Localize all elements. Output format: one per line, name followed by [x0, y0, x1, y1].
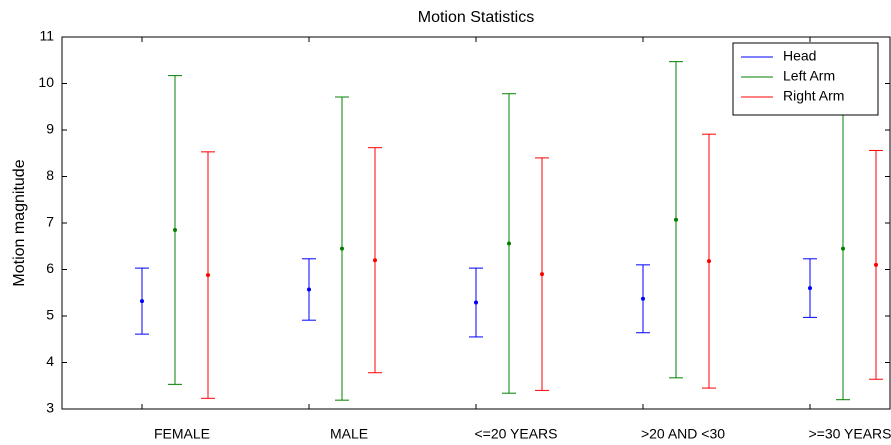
mean-point	[140, 299, 144, 304]
mean-point	[340, 246, 344, 251]
mean-point	[707, 259, 711, 264]
y-tick-label: 4	[46, 353, 54, 369]
x-tick-label: FEMALE	[154, 426, 210, 442]
y-tick-label: 9	[46, 121, 54, 137]
mean-point	[674, 217, 678, 222]
mean-point	[641, 296, 645, 301]
x-tick-label: MALE	[330, 426, 368, 442]
mean-point	[373, 258, 377, 263]
x-tick-label: <=20 YEARS	[474, 426, 557, 442]
legend-label: Left Arm	[783, 68, 835, 84]
mean-point	[540, 272, 544, 277]
mean-point	[173, 227, 177, 232]
x-tick-label: >=30 YEARS	[808, 426, 891, 442]
mean-point	[307, 287, 311, 292]
legend-label: Head	[783, 48, 816, 64]
y-tick-label: 6	[46, 260, 54, 276]
y-tick-label: 8	[46, 167, 54, 183]
mean-point	[474, 300, 478, 305]
legend-box	[732, 42, 879, 116]
mean-point	[507, 241, 511, 246]
y-axis-label: Motion magnitude	[11, 159, 28, 286]
mean-point	[808, 286, 812, 291]
y-tick-label: 3	[46, 400, 54, 416]
mean-point	[874, 262, 878, 267]
x-tick-label: >20 AND <30	[641, 426, 725, 442]
y-tick-label: 10	[38, 74, 54, 90]
y-tick-label: 7	[46, 214, 54, 230]
y-tick-label: 11	[39, 28, 54, 44]
y-tick-label: 5	[46, 307, 54, 323]
chart-title: Motion Statistics	[418, 9, 534, 26]
mean-point	[206, 273, 210, 278]
legend-label: Right Arm	[783, 88, 844, 104]
mean-point	[841, 246, 845, 251]
